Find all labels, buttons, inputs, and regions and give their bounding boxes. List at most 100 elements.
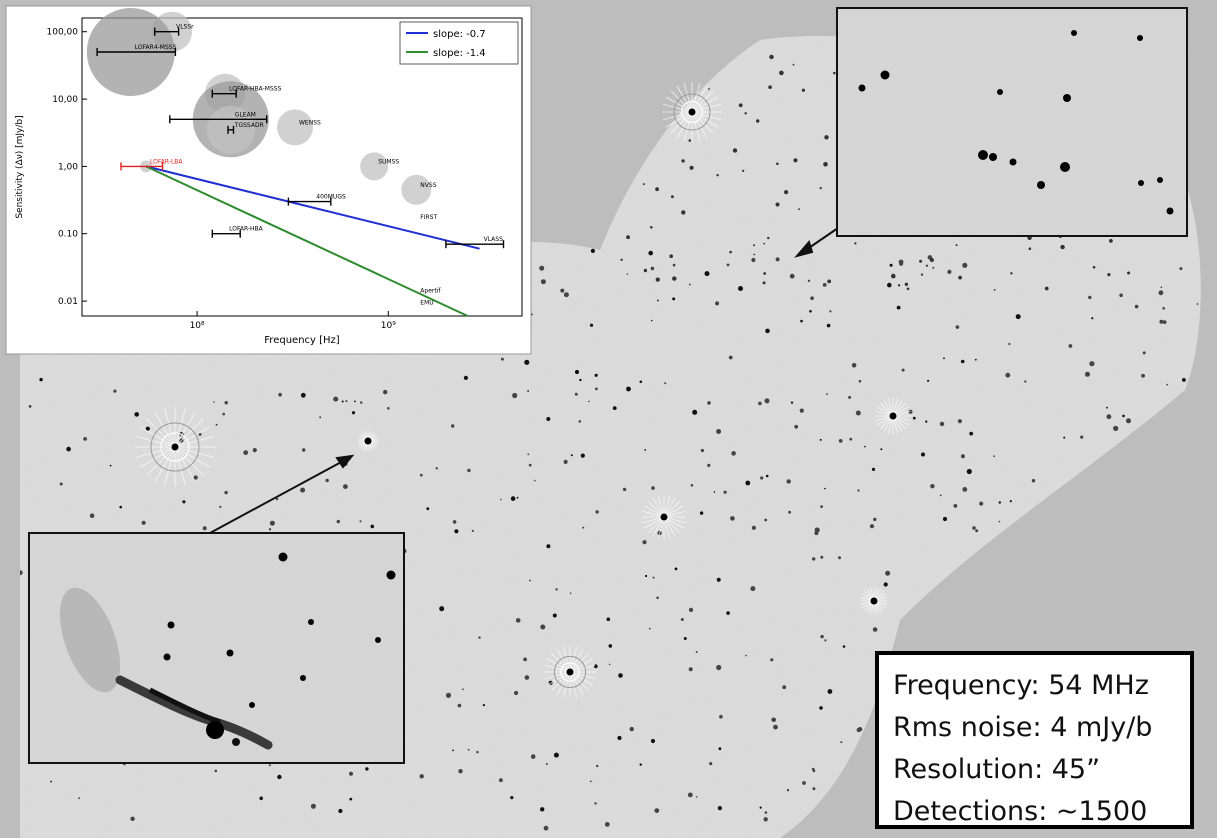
source-dot [979,501,984,506]
source-dot [906,287,910,291]
source-dot [786,479,791,484]
survey-label: FIRST [420,214,437,221]
source-dot [695,651,698,653]
source-dot [349,797,353,801]
source-dot [622,487,627,492]
source-dot [545,763,548,765]
source-dot [800,319,803,323]
source-dot [163,653,171,661]
source-dot [943,357,945,360]
source-dot [742,169,745,172]
source-dot [595,387,598,391]
source-dot [639,380,643,384]
y-axis-label: Sensitivity (Δν) [mJy/b] [15,115,25,218]
source-dot [927,379,930,382]
source-dot [1089,361,1095,367]
source-dot [354,400,356,403]
source-dot [930,484,935,489]
source-dot [794,424,799,429]
source-dot [901,368,905,372]
zoom-inset-bottom-left [28,532,405,764]
survey-label: VLASS [484,236,503,243]
source-dot [345,400,348,403]
arrow-head-top [794,239,814,258]
x-tick-label: 10⁹ [381,321,396,331]
source-dot [648,250,653,256]
source-dot [278,552,288,562]
source-dot [1127,271,1131,275]
source-dot [846,785,851,791]
source-dot [636,128,638,131]
source-dot [812,769,816,773]
source-dot [1071,30,1077,36]
source-dot [1031,479,1036,483]
source-dot [319,416,322,419]
source-dot [751,525,757,530]
source-dot [776,162,779,166]
source-dot [763,272,767,275]
y-tick-label: 10,00 [52,95,78,105]
source-dot [769,54,774,60]
source-dot [543,825,549,831]
source-dot [445,692,452,698]
source-dot [1166,207,1174,215]
source-dot [1134,304,1139,309]
source-dot [975,529,979,533]
source-dot [1068,628,1072,632]
source-dot [510,496,516,501]
source-dot [579,378,582,382]
source-dot [681,159,685,163]
source-dot [669,254,673,258]
source-dot [751,257,756,263]
source-dot [719,714,723,719]
source-dot [655,187,659,192]
source-dot [604,822,610,827]
source-dot [224,490,228,495]
source-dot [823,162,828,167]
source-dot [819,438,822,441]
bright-sources [135,82,911,698]
source-dot [308,619,314,625]
source-dot [679,69,684,74]
source-dot [738,103,743,108]
source-dot [612,406,617,410]
source-dot [857,489,860,492]
source-dot [360,401,363,404]
source-dot [869,524,875,529]
source-dot [687,51,692,56]
source-dot [728,355,733,360]
source-dot [1113,425,1119,431]
source-dot [880,448,883,451]
source-dot [141,520,146,525]
source-dot [689,165,694,170]
source-dot [654,31,658,35]
source-dot [671,195,674,199]
source-dot [89,513,95,518]
arrow-head-bottom [335,454,355,469]
source-dot [688,667,693,672]
survey-label: LOFAR-LBA [150,158,183,165]
source-dot [1163,530,1167,534]
source-dot [1202,718,1206,722]
source-dot [1075,603,1078,606]
survey-bubble [401,174,432,205]
source-dot [563,292,569,298]
source-dot [655,277,660,282]
source-dot [569,592,572,594]
source-dot [688,607,694,613]
source-dot [920,273,924,276]
source-dot [1194,807,1200,813]
source-dot [1008,342,1011,346]
source-dot [962,487,968,492]
source-dot [1179,267,1183,271]
source-dot [650,266,655,271]
source-dot [962,262,968,268]
source-dot [709,762,713,766]
source-dot [219,505,222,508]
source-dot [325,478,329,483]
source-dot [838,556,841,560]
source-dot [775,202,780,207]
source-dot [1162,307,1165,310]
source-dot [717,806,723,811]
source-dot [939,494,942,497]
